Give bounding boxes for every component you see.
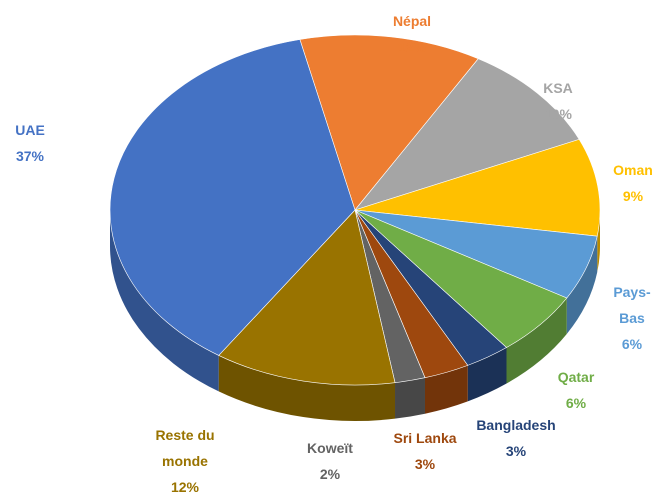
slice [218, 209, 396, 386]
slice-label: KSA 10% [543, 75, 573, 127]
slice-side [110, 210, 219, 392]
slice [354, 139, 601, 237]
value-label: 10% [543, 106, 573, 122]
slice-label: Oman 9% [613, 157, 653, 209]
slice-label: Reste du monde 12% [145, 422, 225, 495]
value-label: 3% [414, 456, 436, 472]
category-name: Koweït [307, 440, 353, 456]
category-name: Sri Lanka [393, 430, 457, 446]
slice-side [218, 355, 396, 421]
category-name: Qatar [557, 369, 595, 385]
slice-side [395, 377, 425, 419]
value-label: 2% [319, 466, 341, 482]
category-name: Reste du monde [155, 427, 215, 469]
slice-label: Bangladesh 3% [476, 412, 555, 464]
category-name: Bangladesh [476, 417, 556, 433]
value-label: 6% [621, 336, 643, 352]
value-label: 9% [622, 188, 644, 204]
category-name: Népal [392, 13, 432, 29]
slice [109, 39, 356, 356]
value-label: 37% [15, 148, 45, 164]
category-name: KSA [543, 80, 573, 96]
value-label: 3% [505, 443, 527, 459]
slice-side [424, 365, 468, 414]
slice-label: Pays-Bas 6% [613, 279, 651, 357]
category-name: UAE [15, 122, 45, 138]
slice-label: Sri Lanka 3% [393, 425, 456, 477]
slice-label: Népal 12% [393, 8, 431, 60]
value-label: 12% [170, 479, 200, 495]
slice-side [467, 347, 507, 402]
slice-label: UAE 37% [15, 117, 45, 169]
category-name: Oman [613, 162, 653, 178]
category-name: Pays-Bas [613, 284, 651, 326]
slice-side [506, 298, 567, 384]
slice [354, 58, 580, 211]
slice-label: Koweït 2% [307, 435, 353, 487]
slice-label: Qatar 6% [558, 364, 595, 416]
slice [299, 34, 479, 211]
value-label: 6% [565, 395, 587, 411]
value-label: 12% [397, 39, 427, 55]
